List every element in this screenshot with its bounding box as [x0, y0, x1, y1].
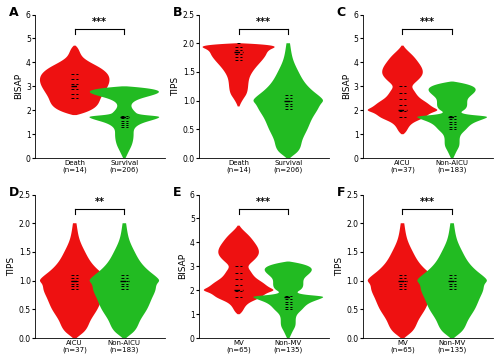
Text: E: E [173, 186, 182, 199]
Y-axis label: BISAP: BISAP [342, 73, 351, 99]
Polygon shape [204, 226, 274, 314]
Polygon shape [368, 46, 438, 134]
Polygon shape [90, 86, 160, 158]
Text: ***: *** [256, 17, 271, 27]
Polygon shape [417, 82, 487, 158]
Text: ***: *** [420, 197, 435, 207]
Text: ***: *** [92, 17, 107, 27]
Polygon shape [254, 262, 323, 338]
Text: ***: *** [420, 17, 435, 27]
Polygon shape [254, 43, 323, 158]
Polygon shape [40, 46, 110, 115]
Text: F: F [336, 186, 345, 199]
Text: B: B [173, 6, 182, 19]
Polygon shape [202, 43, 274, 107]
Y-axis label: TIPS: TIPS [7, 257, 16, 276]
Polygon shape [368, 223, 437, 338]
Y-axis label: BISAP: BISAP [178, 253, 187, 279]
Text: **: ** [94, 197, 104, 207]
Polygon shape [90, 223, 159, 338]
Polygon shape [418, 223, 487, 338]
Y-axis label: TIPS: TIPS [171, 77, 180, 96]
Text: C: C [336, 6, 346, 19]
Y-axis label: BISAP: BISAP [14, 73, 23, 99]
Text: D: D [9, 186, 19, 199]
Y-axis label: TIPS: TIPS [334, 257, 344, 276]
Polygon shape [40, 223, 110, 338]
Text: ***: *** [256, 197, 271, 207]
Text: A: A [9, 6, 18, 19]
